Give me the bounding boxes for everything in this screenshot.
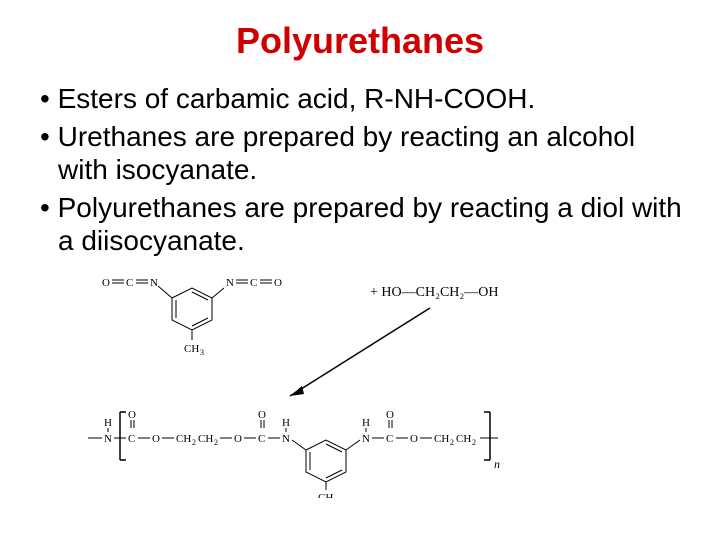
svg-text:O: O (234, 433, 242, 445)
bullet-item: Polyurethanes are prepared by reacting a… (30, 191, 690, 258)
svg-text:CH: CH (198, 433, 213, 445)
chemical-diagram: O C N N C (80, 268, 640, 498)
bullet-item: Urethanes are prepared by reacting an al… (30, 120, 690, 187)
svg-text:CH: CH (184, 343, 199, 355)
svg-text:C: C (386, 433, 393, 445)
bullet-list: Esters of carbamic acid, R-NH-COOH. Uret… (30, 82, 690, 258)
slide-root: Polyurethanes Esters of carbamic acid, R… (0, 0, 720, 540)
svg-text:O: O (274, 277, 282, 289)
svg-text:C: C (258, 433, 265, 445)
svg-text:CH: CH (434, 433, 449, 445)
diol-formula: + HO—CH₂CH₂—OH (370, 285, 499, 300)
svg-text:O: O (386, 409, 394, 421)
svg-text:H: H (362, 417, 370, 429)
svg-text:CH: CH (176, 433, 191, 445)
svg-text:N: N (282, 433, 290, 445)
svg-text:2: 2 (472, 438, 476, 447)
svg-text:O: O (128, 409, 136, 421)
svg-text:C: C (126, 277, 133, 289)
svg-text:CH: CH (456, 433, 471, 445)
polyurethane-repeat-unit: N H C O O CH 2 (88, 409, 500, 498)
svg-text:H: H (104, 417, 112, 429)
diisocyanate-structure: O C N N C (102, 277, 282, 357)
repeat-n: n (494, 457, 500, 471)
svg-text:3: 3 (200, 348, 204, 357)
svg-text:H: H (282, 417, 290, 429)
svg-text:O: O (410, 433, 418, 445)
svg-text:2: 2 (192, 438, 196, 447)
svg-text:O: O (102, 277, 110, 289)
svg-text:2: 2 (450, 438, 454, 447)
svg-text:3: 3 (334, 497, 338, 498)
svg-text:C: C (128, 433, 135, 445)
slide-title: Polyurethanes (30, 20, 690, 62)
svg-text:N: N (150, 277, 158, 289)
svg-text:O: O (258, 409, 266, 421)
svg-text:O: O (152, 433, 160, 445)
svg-text:CH: CH (318, 492, 333, 498)
svg-text:N: N (362, 433, 370, 445)
svg-text:N: N (226, 277, 234, 289)
reaction-arrow (290, 308, 430, 396)
svg-text:N: N (104, 433, 112, 445)
svg-text:C: C (250, 277, 257, 289)
bullet-item: Esters of carbamic acid, R-NH-COOH. (30, 82, 690, 116)
svg-text:2: 2 (214, 438, 218, 447)
